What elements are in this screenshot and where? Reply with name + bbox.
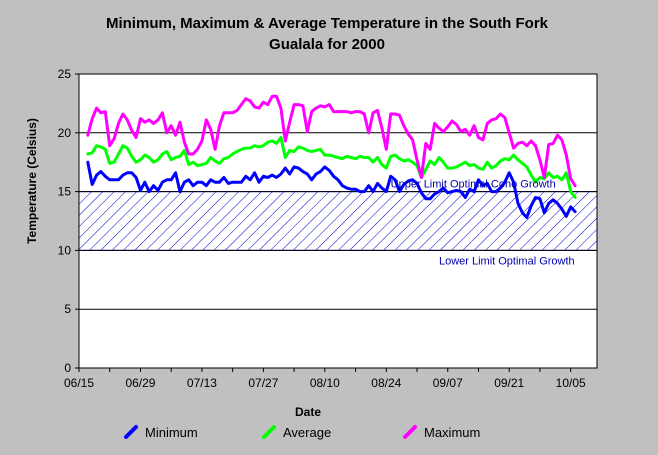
x-tick-label: 06/29	[125, 376, 155, 390]
legend-swatch-maximum	[403, 425, 417, 439]
x-axis-ticks: 06/15 06/29 07/13 07/27 08/10 08/24 09/07 09/21…	[64, 368, 586, 390]
series-line-average	[86, 136, 577, 199]
series-line-minimum	[86, 160, 577, 219]
legend-swatch-average	[262, 425, 276, 439]
y-axis-label: Temperature (Celsius)	[25, 118, 39, 244]
annotations: Upper Limit Optimal Coho Growth Lower Lim…	[391, 179, 575, 268]
series-lines	[86, 94, 577, 219]
y-axis-ticks: 0 5 10 15 20 25	[58, 67, 79, 375]
x-tick-label: 08/24	[371, 376, 401, 390]
x-axis-label: Date	[295, 405, 321, 419]
y-tick-label: 5	[64, 302, 71, 316]
lower-limit-label: Lower Limit Optimal Growth	[439, 255, 575, 267]
upper-limit-label: Upper Limit Optimal Coho Growth	[391, 179, 556, 191]
y-tick-label: 25	[58, 67, 72, 81]
y-tick-label: 0	[64, 361, 71, 375]
x-tick-label: 09/21	[494, 376, 524, 390]
chart-title-line-2: Gualala for 2000	[269, 36, 385, 53]
x-tick-label: 07/27	[248, 376, 278, 390]
x-tick-label: 08/10	[310, 376, 340, 390]
x-tick-label: 07/13	[187, 376, 217, 390]
x-tick-label: 09/07	[433, 376, 463, 390]
optimal-band	[79, 191, 597, 251]
legend-swatch-minimum	[124, 425, 138, 439]
legend: Minimum Average Maximum	[124, 425, 480, 440]
optimal-band-fill	[79, 191, 597, 251]
legend-label-minimum: Minimum	[145, 425, 198, 440]
y-tick-label: 15	[58, 185, 72, 199]
series-line-maximum	[86, 94, 577, 188]
y-tick-label: 20	[58, 126, 72, 140]
chart-title-line-1: Minimum, Maximum & Average Temperature i…	[106, 15, 549, 32]
x-tick-label: 06/15	[64, 376, 94, 390]
x-tick-label: 10/05	[556, 376, 586, 390]
legend-label-maximum: Maximum	[424, 425, 480, 440]
y-tick-label: 10	[58, 243, 72, 257]
legend-label-average: Average	[283, 425, 331, 440]
